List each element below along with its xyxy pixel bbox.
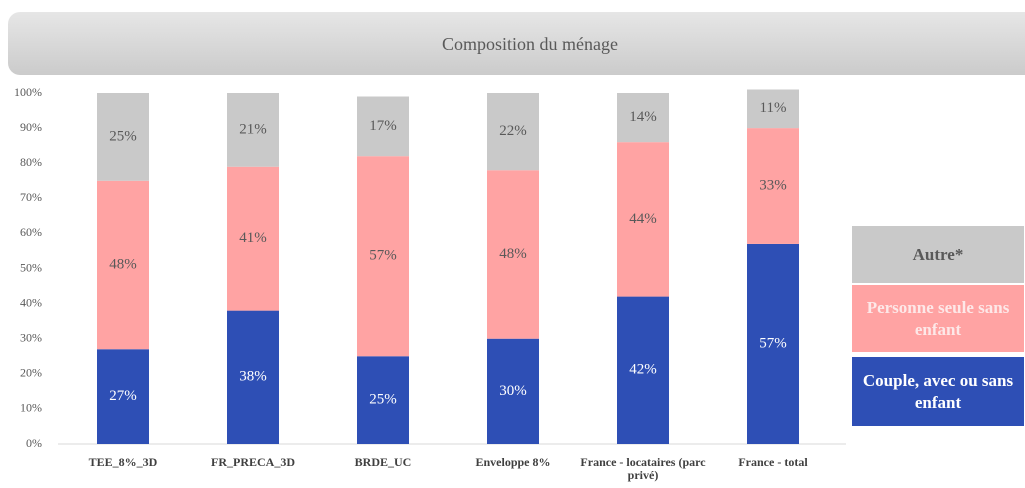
data-label: 21% bbox=[239, 121, 267, 137]
y-tick-label: 20% bbox=[20, 366, 42, 380]
y-tick-label: 100% bbox=[14, 85, 42, 99]
bar-segment bbox=[747, 128, 799, 244]
bar-segment bbox=[487, 170, 539, 339]
bar-segment bbox=[227, 93, 279, 167]
bar-segment bbox=[357, 96, 409, 157]
data-label: 30% bbox=[499, 383, 527, 399]
y-tick-label: 90% bbox=[20, 120, 42, 134]
bar-segment bbox=[487, 93, 539, 171]
title-banner bbox=[8, 12, 1025, 75]
data-label: 25% bbox=[369, 392, 397, 408]
data-label: 48% bbox=[109, 256, 137, 272]
y-tick-label: 40% bbox=[20, 295, 42, 309]
x-tick-label: FR_PRECA_3D bbox=[211, 455, 295, 469]
x-tick-label: France - locataires (parc privé) bbox=[580, 455, 706, 482]
bar-segment bbox=[487, 338, 539, 444]
bar-segment bbox=[747, 243, 799, 444]
data-label: 33% bbox=[759, 177, 787, 193]
bar-segment bbox=[617, 142, 669, 297]
data-label: 57% bbox=[369, 248, 397, 264]
x-tick-label: BRDE_UC bbox=[354, 455, 412, 469]
chart-title: Composition du ménage bbox=[442, 34, 618, 54]
x-tick-label: TEE_8%_3D bbox=[88, 455, 158, 469]
x-tick-label: Enveloppe 8% bbox=[475, 455, 551, 469]
data-label: 44% bbox=[629, 211, 657, 227]
data-label: 48% bbox=[499, 246, 527, 262]
data-label: 17% bbox=[369, 118, 397, 134]
bar-segment bbox=[227, 310, 279, 444]
data-label: 22% bbox=[499, 123, 527, 139]
bar-segment bbox=[747, 89, 799, 129]
data-label: 14% bbox=[629, 109, 657, 125]
data-label: 42% bbox=[629, 362, 657, 378]
bar-segment bbox=[617, 296, 669, 444]
y-tick-label: 60% bbox=[20, 225, 42, 239]
data-label: 57% bbox=[759, 335, 787, 351]
bar-segment bbox=[357, 156, 409, 357]
data-label: 27% bbox=[109, 388, 137, 404]
y-tick-label: 0% bbox=[26, 436, 42, 450]
y-tick-label: 70% bbox=[20, 190, 42, 204]
data-label: 25% bbox=[109, 128, 137, 144]
y-tick-label: 10% bbox=[20, 401, 42, 415]
legend-entry: Autre* bbox=[852, 226, 1024, 283]
data-label: 38% bbox=[239, 369, 267, 385]
bar-segment bbox=[357, 356, 409, 444]
x-tick-label: France - total bbox=[738, 455, 808, 469]
y-tick-label: 30% bbox=[20, 330, 42, 344]
bar-segment bbox=[97, 93, 149, 181]
bar-segment bbox=[617, 93, 669, 143]
legend-entry: Personne seule sans enfant bbox=[852, 285, 1024, 352]
bar-segment bbox=[227, 166, 279, 311]
y-tick-label: 80% bbox=[20, 155, 42, 169]
legend-entry: Couple, avec ou sans enfant bbox=[852, 357, 1024, 426]
bar-segment bbox=[97, 180, 149, 350]
bar-segment bbox=[97, 349, 149, 444]
data-label: 11% bbox=[760, 100, 787, 116]
y-tick-label: 50% bbox=[20, 260, 42, 274]
data-label: 41% bbox=[239, 230, 267, 246]
